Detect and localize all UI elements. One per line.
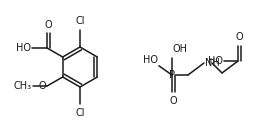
Text: O: O — [45, 19, 53, 29]
Text: Cl: Cl — [75, 16, 85, 26]
Text: HO: HO — [208, 56, 223, 66]
Text: Cl: Cl — [75, 108, 85, 118]
Text: O: O — [236, 32, 243, 42]
Text: OH: OH — [173, 45, 188, 55]
Text: HO: HO — [16, 43, 31, 53]
Text: HO: HO — [143, 55, 158, 65]
Text: CH₃: CH₃ — [14, 81, 32, 91]
Text: O: O — [170, 95, 177, 105]
Text: NH: NH — [205, 58, 220, 68]
Text: P: P — [169, 70, 175, 80]
Text: O: O — [38, 81, 46, 91]
